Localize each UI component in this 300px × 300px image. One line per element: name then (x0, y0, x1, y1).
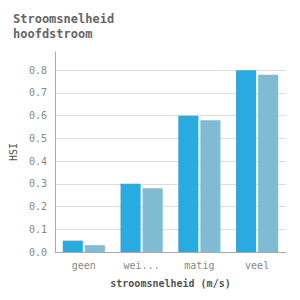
svg-text:veel: veel (245, 260, 269, 271)
svg-text:0.4: 0.4 (29, 156, 47, 167)
svg-text:0.3: 0.3 (29, 178, 47, 189)
svg-text:geen: geen (72, 260, 96, 271)
svg-text:0.2: 0.2 (29, 201, 47, 212)
svg-text:0.0: 0.0 (29, 247, 47, 258)
svg-text:wei...: wei... (124, 260, 160, 271)
svg-text:hoofdstroom: hoofdstroom (13, 27, 92, 41)
svg-text:Stroomsnelheid: Stroomsnelheid (13, 12, 114, 26)
svg-text:0.5: 0.5 (29, 133, 47, 144)
svg-text:0.6: 0.6 (29, 110, 47, 121)
svg-text:HSI: HSI (8, 143, 19, 161)
svg-text:matig: matig (184, 260, 214, 271)
svg-text:0.7: 0.7 (29, 87, 47, 98)
svg-text:0.8: 0.8 (29, 65, 47, 76)
svg-text:stroomsnelheid (m/s): stroomsnelheid (m/s) (110, 278, 230, 289)
svg-text:0.1: 0.1 (29, 224, 47, 235)
